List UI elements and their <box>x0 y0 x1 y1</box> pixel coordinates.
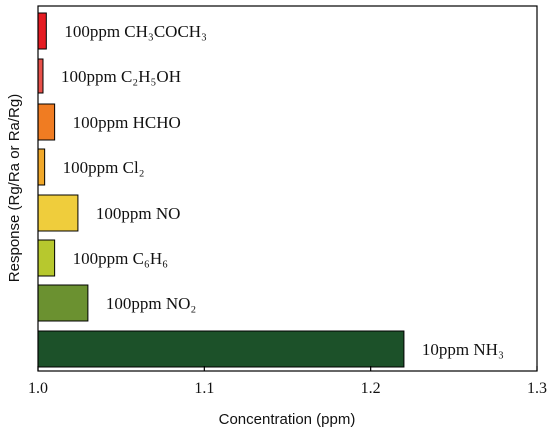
bar <box>37 103 56 141</box>
bar-label: 100ppm C₆H₆ <box>73 249 169 268</box>
bar <box>37 194 79 232</box>
bar <box>37 12 47 50</box>
bar <box>37 58 44 94</box>
x-tick-label: 1.1 <box>194 380 214 397</box>
y-axis-title: Response (Rg/Ra or Ra/Rg) <box>6 94 23 282</box>
bar-label: 10ppm NH₃ <box>422 340 504 359</box>
bar <box>37 330 405 368</box>
bar <box>37 148 46 186</box>
bar <box>37 239 56 277</box>
bar-label: 100ppm NO <box>96 204 181 223</box>
bar-label: 100ppm NO₂ <box>106 294 196 313</box>
x-axis-title: Concentration (ppm) <box>219 411 356 428</box>
bar-label: 100ppm Cl₂ <box>63 158 145 177</box>
bar-labels-layer: 100ppm CH₃COCH₃ 100ppm C₂H₅OH 100ppm HCHO 1… <box>61 22 504 359</box>
x-tick-label: 1.0 <box>28 380 48 397</box>
bar-label: 100ppm C₂H₅OH <box>61 67 181 86</box>
bar-label: 100ppm HCHO <box>73 113 181 132</box>
bar-label: 100ppm CH₃COCH₃ <box>64 22 207 41</box>
x-axis-ticks: 1.0 1.1 1.2 1.3 <box>28 366 547 397</box>
x-tick-label: 1.2 <box>361 380 381 397</box>
plot-frame <box>37 5 538 372</box>
x-tick-label: 1.3 <box>527 380 547 397</box>
bar <box>37 284 89 322</box>
